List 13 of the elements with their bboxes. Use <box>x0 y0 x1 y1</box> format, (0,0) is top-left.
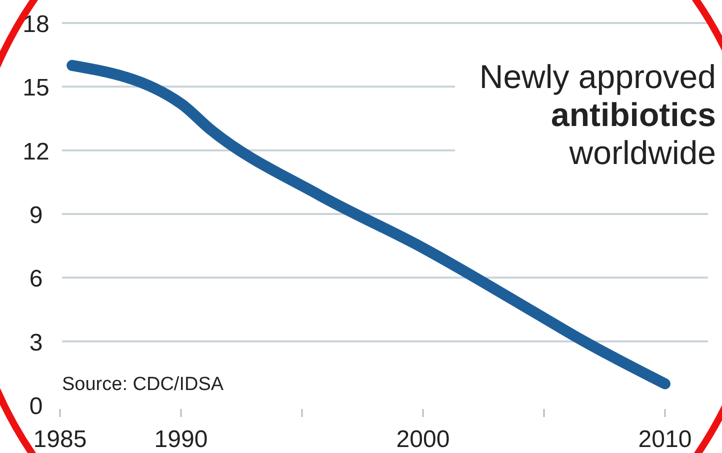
x-tick-label: 2000 <box>396 426 450 453</box>
y-tick-label: 3 <box>29 329 43 356</box>
y-tick-label: 18 <box>22 11 50 38</box>
y-tick-label: 6 <box>29 266 43 293</box>
annotation: Source: CDC/IDSA <box>62 374 224 395</box>
y-tick-label: 0 <box>29 393 43 420</box>
x-tick-label: 2010 <box>638 426 692 453</box>
y-tick-label: 9 <box>29 202 43 229</box>
x-tick-label: 1985 <box>33 426 87 453</box>
x-tick-label: 1990 <box>154 426 208 453</box>
y-tick-label: 15 <box>22 74 50 102</box>
text: Newly approved antibiotics worldwide <box>479 58 716 171</box>
y-tick-label: 12 <box>22 138 50 166</box>
